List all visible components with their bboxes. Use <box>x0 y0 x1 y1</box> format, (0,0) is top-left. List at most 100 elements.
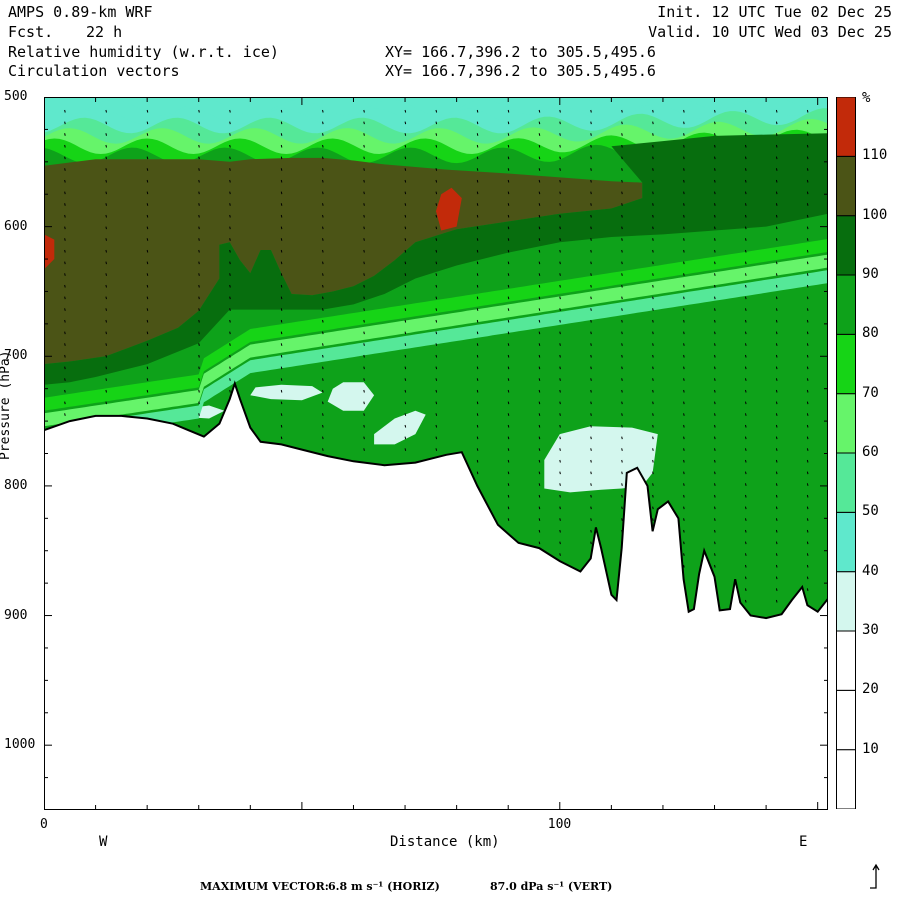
max-vector-horiz: 6.8 m s⁻¹ (HORIZ) <box>328 880 440 893</box>
vector-arrow <box>621 343 623 346</box>
vector-arrow <box>363 389 365 393</box>
vector-arrow <box>64 214 66 218</box>
vector-arrow <box>322 319 324 323</box>
vector-arrow <box>714 273 716 276</box>
vector-arrow <box>775 191 778 195</box>
vector-arrow <box>476 331 479 335</box>
vector-arrow <box>476 214 479 218</box>
rh-region-120 <box>44 234 55 270</box>
vector-arrow <box>404 296 407 300</box>
rh-transition-band <box>44 239 828 411</box>
vector-arrow <box>652 494 654 498</box>
vector-arrow <box>198 261 200 265</box>
y-tick-label: 900 <box>4 607 28 623</box>
vector-arrow <box>322 226 324 230</box>
vector-arrow <box>435 308 438 311</box>
vector-arrow <box>652 238 654 241</box>
vector-arrow <box>507 319 510 323</box>
vector-arrow <box>538 296 541 300</box>
colorbar <box>836 97 856 809</box>
vector-arrow <box>507 226 510 230</box>
vector-arrow <box>476 238 479 241</box>
vector-arrow <box>559 214 561 218</box>
vector-arrow <box>652 319 654 323</box>
vector-arrow <box>198 284 200 288</box>
vector-arrow <box>280 191 283 195</box>
vector-arrow <box>280 354 283 358</box>
west-label: W <box>99 834 108 850</box>
vector-arrow <box>652 296 654 300</box>
rh-region-120 <box>436 187 462 231</box>
vector-arrow <box>280 168 283 171</box>
vector-arrow <box>507 331 510 335</box>
colorbar-swatch <box>836 630 856 691</box>
vector-arrow <box>280 284 283 288</box>
vector-arrow <box>744 214 747 218</box>
vector-arrow <box>559 389 561 393</box>
vector-arrow <box>538 459 541 463</box>
vector-arrow <box>146 191 149 195</box>
vector-arrow <box>590 389 592 393</box>
vector-arrow <box>538 144 541 148</box>
vector-arrow <box>146 214 149 218</box>
vector-arrow <box>652 518 654 521</box>
rh-region-35 <box>327 382 375 411</box>
vector-arrow <box>621 261 623 265</box>
vector-arrow <box>744 249 747 253</box>
vector-arrow <box>621 249 623 253</box>
vector-arrow <box>538 308 541 311</box>
vector-arrow <box>559 366 561 370</box>
vector-arrow <box>621 378 623 381</box>
vector-arrow <box>64 238 66 241</box>
vector-arrow <box>198 249 200 253</box>
vector-arrow <box>806 553 809 556</box>
vector-arrow <box>621 133 623 136</box>
vector-arrow <box>744 401 747 405</box>
vector-arrow <box>538 518 541 521</box>
vector-arrow <box>744 191 747 195</box>
vector-arrow <box>714 238 716 241</box>
vector-arrow <box>683 506 685 510</box>
y-tick-label: 700 <box>4 348 28 364</box>
vector-arrow <box>507 308 510 311</box>
vector-arrow <box>683 518 685 521</box>
vector-arrow <box>714 203 716 206</box>
vector-arrow <box>621 506 623 510</box>
vector-arrow <box>590 366 592 370</box>
vector-arrow <box>363 319 365 323</box>
vector-arrow <box>363 308 365 311</box>
vector-arrow <box>775 459 778 463</box>
vector-arrow <box>507 436 510 440</box>
vector-arrow <box>476 471 479 475</box>
vector-arrow <box>775 226 778 230</box>
vector-arrow <box>322 378 324 381</box>
colorbar-swatch <box>836 215 856 276</box>
xy-range-1: XY= 166.7,396.2 to 305.5,495.6 <box>385 43 656 61</box>
vector-arrow <box>146 401 149 405</box>
reference-vector-icon <box>870 863 880 889</box>
vector-arrow <box>652 109 654 113</box>
x-tick-label: 0 <box>40 817 48 832</box>
vector-arrow <box>559 133 561 136</box>
vector-arrow <box>105 284 107 288</box>
vector-arrow <box>146 343 149 346</box>
vector-arrow <box>363 413 365 416</box>
vector-arrow <box>476 459 479 463</box>
vector-arrow <box>476 401 479 405</box>
vector-arrow <box>652 401 654 405</box>
vector-arrow <box>652 308 654 311</box>
vector-arrow <box>229 144 231 148</box>
vector-arrow <box>683 319 685 323</box>
vector-arrow <box>683 378 685 381</box>
colorbar-level-label: 80 <box>862 325 879 342</box>
vector-arrow <box>559 109 561 113</box>
vector-arrow <box>775 214 778 218</box>
vector-arrow <box>435 214 438 218</box>
vector-arrow <box>105 133 107 136</box>
vector-arrow <box>775 144 778 148</box>
vector-arrow <box>507 506 510 510</box>
vector-arrow <box>507 109 510 113</box>
vector-arrow <box>476 448 479 451</box>
vector-arrow <box>435 191 438 195</box>
vector-arrow <box>806 296 809 300</box>
